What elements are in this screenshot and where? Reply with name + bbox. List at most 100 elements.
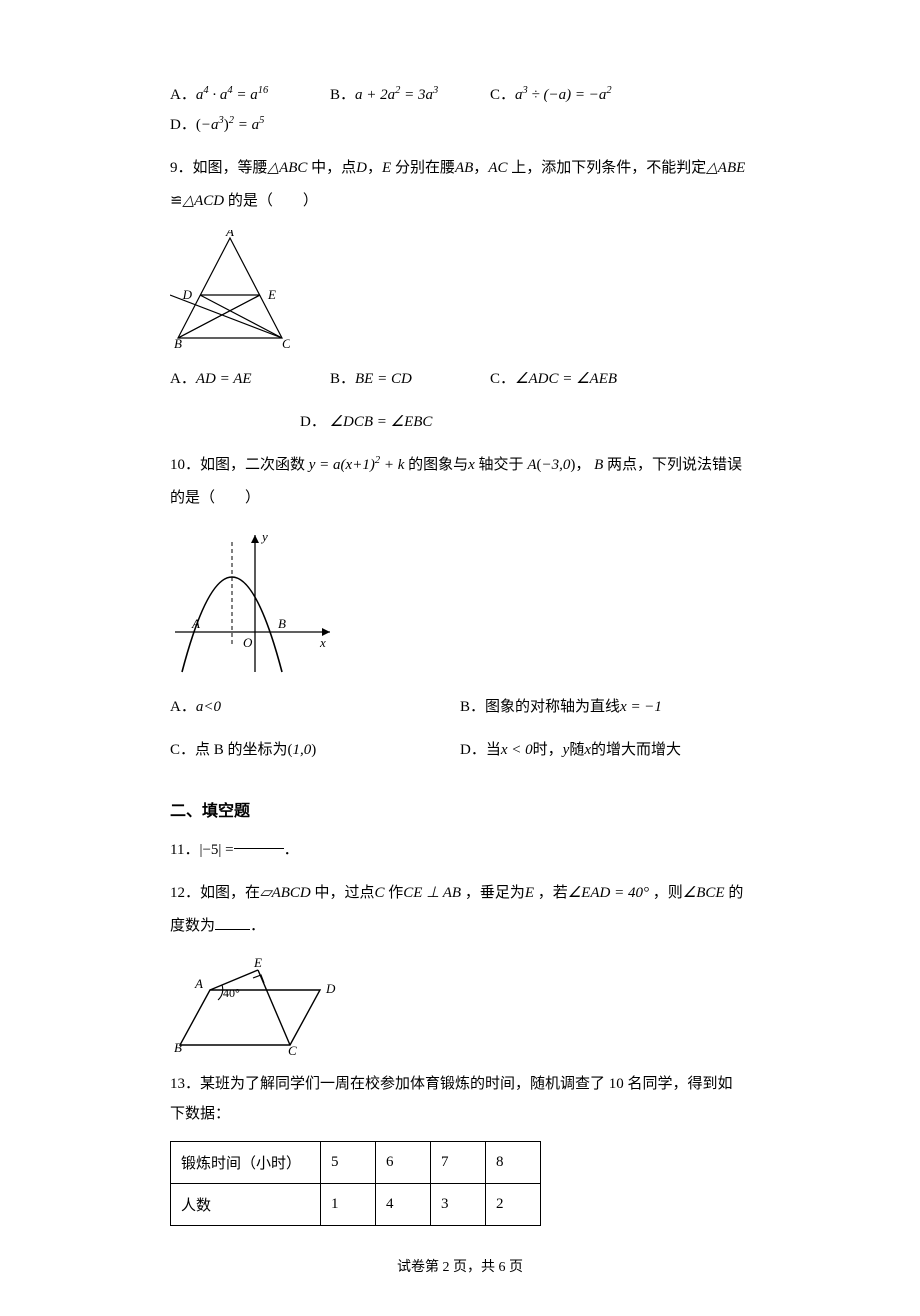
opt-letter: B． <box>460 691 485 724</box>
q9-stem: 9．如图，等腰△ABC 中，点D，E 分别在腰AB，AC 上，添加下列条件，不能… <box>170 152 750 218</box>
var-x: x <box>468 457 475 473</box>
table-cell: 5 <box>321 1142 376 1184</box>
text: 上，添加下列条件，不能判定 <box>511 160 706 176</box>
opt-expr: (1,0) <box>288 734 317 767</box>
opt-letter: C． <box>170 734 195 767</box>
label-b: B <box>174 1040 182 1055</box>
opt-expr: ∠DCB = ∠EBC <box>330 414 433 430</box>
opt-letter: D． <box>460 734 486 767</box>
parallelogram: ▱ABCD <box>260 885 311 901</box>
q10-stem: 10．如图，二次函数 y = a(x+1)2 + k 的图象与x 轴交于 A(−… <box>170 449 750 515</box>
q8-opt-c: C． a3 ÷ (−a) = −a2 <box>490 80 660 110</box>
var-ab: AB <box>455 160 473 176</box>
text: 两点，下列说法错误 <box>607 457 742 473</box>
var-d: D <box>356 160 367 176</box>
label-d: D <box>325 981 336 996</box>
triangle-abe: △ABE <box>706 160 745 176</box>
angle-ead: ∠EAD = 40° <box>568 885 649 901</box>
opt-letter: D． <box>170 110 196 140</box>
text: 12．如图，在 <box>170 885 260 901</box>
opt-expr: x = −1 <box>620 691 662 724</box>
q12-stem: 12．如图，在▱ABCD 中，过点C 作CE ⊥ AB ，垂足为E ，若∠EAD… <box>170 877 750 943</box>
text: 10．如图，二次函数 <box>170 457 305 473</box>
var-c: C <box>375 885 385 901</box>
opt-text: 图象的对称轴为直线 <box>485 691 620 724</box>
q9-opt-c: C． ∠ADC = ∠AEB <box>490 364 700 394</box>
q10-opt-a: A． a<0 <box>170 691 460 724</box>
text: 分别在腰 <box>395 160 455 176</box>
table-row: 人数 1 4 3 2 <box>171 1184 541 1226</box>
triangle: △ABC <box>268 160 308 176</box>
text: 作 <box>388 885 403 901</box>
angle-bce: ∠BCE <box>683 885 725 901</box>
comma: ， <box>575 457 590 473</box>
q13-stem: 13．某班为了解同学们一周在校参加体育锻炼的时间，随机调查了 10 名同学，得到… <box>170 1069 750 1129</box>
opt-expr: x < 0 <box>501 734 533 767</box>
label-e: E <box>253 955 262 970</box>
opt-expr: AD = AE <box>196 364 252 394</box>
label-b: B <box>174 336 182 350</box>
opt-letter: A． <box>170 691 196 724</box>
text: 中，点 <box>311 160 356 176</box>
q9-opt-d: D． ∠DCB = ∠EBC <box>300 406 750 439</box>
opt-text: 当 <box>486 734 501 767</box>
suffix: ． <box>250 918 265 934</box>
var-b: B <box>594 457 603 473</box>
opt-text: 随 <box>569 734 584 767</box>
text: 轴交于 <box>479 457 524 473</box>
label-x: x <box>319 635 326 650</box>
q8-opt-d: D． (−a3)2 = a5 <box>170 110 320 140</box>
opt-text: a<0 <box>196 691 221 724</box>
opt-expr: a + 2a2 = 3a3 <box>355 80 438 110</box>
comma: ， <box>367 160 382 176</box>
text: 下数据： <box>170 1106 230 1122</box>
fill-blank <box>215 916 250 930</box>
text: 的是（ ） <box>228 193 318 209</box>
q11: 11． |−5| = ． <box>170 835 750 865</box>
label-o: O <box>243 635 253 650</box>
section-2-title: 二、填空题 <box>170 797 750 821</box>
cong: ≌ <box>170 193 183 209</box>
label-angle: 40° <box>223 986 240 1000</box>
opt-letter: B． <box>330 80 355 110</box>
func: y = a(x+1)2 + k <box>309 457 405 473</box>
label-a: A <box>225 230 234 239</box>
parabola-diagram: A B O x y <box>170 527 340 677</box>
q8-options: A． a4 · a4 = a16 B． a + 2a2 = 3a3 C． a3 … <box>170 80 750 140</box>
parallelogram-diagram: A B C D E 40° <box>170 955 370 1055</box>
text: 的是（ ） <box>170 490 260 506</box>
comma: ， <box>473 160 488 176</box>
prefix: 11． <box>170 835 199 865</box>
q10-options-row1: A． a<0 B． 图象的对称轴为直线 x = −1 <box>170 691 750 724</box>
table-cell: 6 <box>376 1142 431 1184</box>
opt-letter: A． <box>170 364 196 394</box>
table-cell: 2 <box>486 1184 541 1226</box>
table-row: 锻炼时间（小时） 5 6 7 8 <box>171 1142 541 1184</box>
table-cell: 锻炼时间（小时） <box>171 1142 321 1184</box>
opt-letter: D． <box>300 414 326 430</box>
q10-opt-d: D． 当 x < 0 时， y 随 x 的增大而增大 <box>460 734 750 767</box>
table-cell: 7 <box>431 1142 486 1184</box>
table-cell: 4 <box>376 1184 431 1226</box>
var-e: E <box>382 160 391 176</box>
opt-expr: a4 · a4 = a16 <box>196 80 268 110</box>
var-y: y <box>563 734 570 767</box>
text: 的 <box>728 885 743 901</box>
opt-expr: ∠ADC = ∠AEB <box>515 364 617 394</box>
text: 度数为 <box>170 918 215 934</box>
text: 的图象与 <box>408 457 468 473</box>
opt-letter: B． <box>330 364 355 394</box>
text: ，垂足为 <box>465 885 525 901</box>
opt-letter: C． <box>490 364 515 394</box>
opt-text: 时， <box>533 734 563 767</box>
opt-expr: BE = CD <box>355 364 412 394</box>
q10-figure: A B O x y <box>170 527 750 677</box>
label-a: A <box>191 616 200 631</box>
q13-table: 锻炼时间（小时） 5 6 7 8 人数 1 4 3 2 <box>170 1141 541 1226</box>
triangle-acd: △ACD <box>183 193 225 209</box>
label-d: D <box>182 287 193 302</box>
fill-blank <box>234 835 284 849</box>
opt-text: 点 B 的坐标为 <box>195 734 288 767</box>
label-c: C <box>288 1043 297 1055</box>
suffix: ． <box>284 835 299 865</box>
